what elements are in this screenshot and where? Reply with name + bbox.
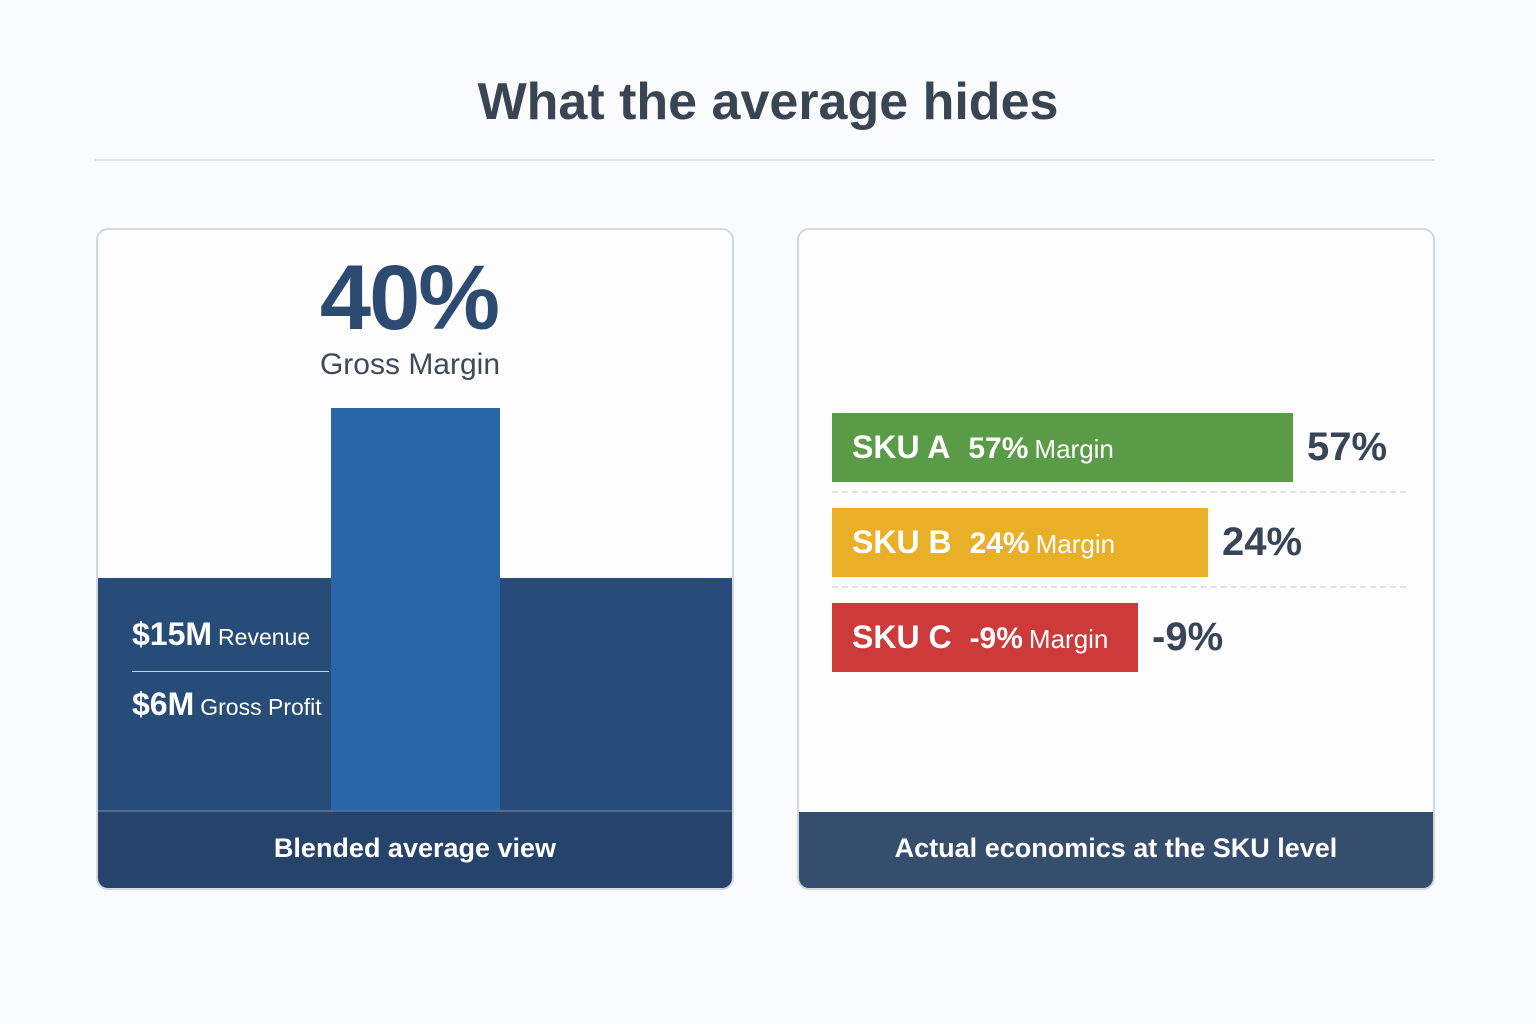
blended-average-panel: 40% Gross Margin $15M Revenue $6M Gross Pr…	[96, 228, 734, 890]
sku-margin-pct: 57%	[968, 432, 1029, 465]
sku-value-label: 57%	[1307, 425, 1388, 469]
revenue-label: Revenue	[218, 624, 311, 650]
page-title: What the average hides	[477, 73, 1059, 131]
title-divider	[95, 159, 1435, 161]
right-panel-footer: Actual economics at the SKU level	[799, 812, 1433, 888]
sku-margin-label: Margin	[1028, 624, 1109, 654]
row-divider	[832, 491, 1406, 493]
sku-name: SKU C	[852, 619, 952, 655]
row-divider	[832, 586, 1406, 588]
sku-name: SKU A	[852, 429, 951, 465]
revenue-value: $15M	[132, 616, 213, 652]
sku-panel: SKU A 57% Margin 57% SKU B 24% Margin 24% SKU C-…	[797, 228, 1435, 890]
gross-profit-stat: $6M Gross Profit	[132, 684, 322, 731]
sku-bar: SKU A 57% Margin	[832, 413, 1293, 482]
gross-margin-label: Gross Margin	[319, 348, 501, 381]
revenue-stat: $15M Revenue	[132, 614, 310, 661]
sku-name: SKU B	[852, 524, 952, 560]
sku-margin-label: Margin	[1035, 529, 1116, 559]
sku-margin-pct: 24%	[969, 527, 1030, 560]
sku-value-label: -9%	[1152, 615, 1224, 659]
sku-margin-pct: -9%	[969, 622, 1023, 655]
average-margin-bar	[331, 408, 500, 814]
sku-value-label: 24%	[1222, 520, 1303, 564]
stat-divider	[132, 671, 329, 672]
sku-bar: SKU C -9% Margin	[832, 603, 1138, 672]
left-panel-footer: Blended average view	[98, 810, 732, 888]
gross-profit-label: Gross Profit	[200, 694, 322, 720]
sku-bar: SKU B 24% Margin	[832, 508, 1208, 577]
sku-margin-label: Margin	[1034, 434, 1114, 464]
gross-profit-value: $6M	[132, 686, 195, 722]
gross-margin-value-text: 40%	[319, 247, 500, 349]
gross-margin-value: 40%	[98, 247, 732, 349]
